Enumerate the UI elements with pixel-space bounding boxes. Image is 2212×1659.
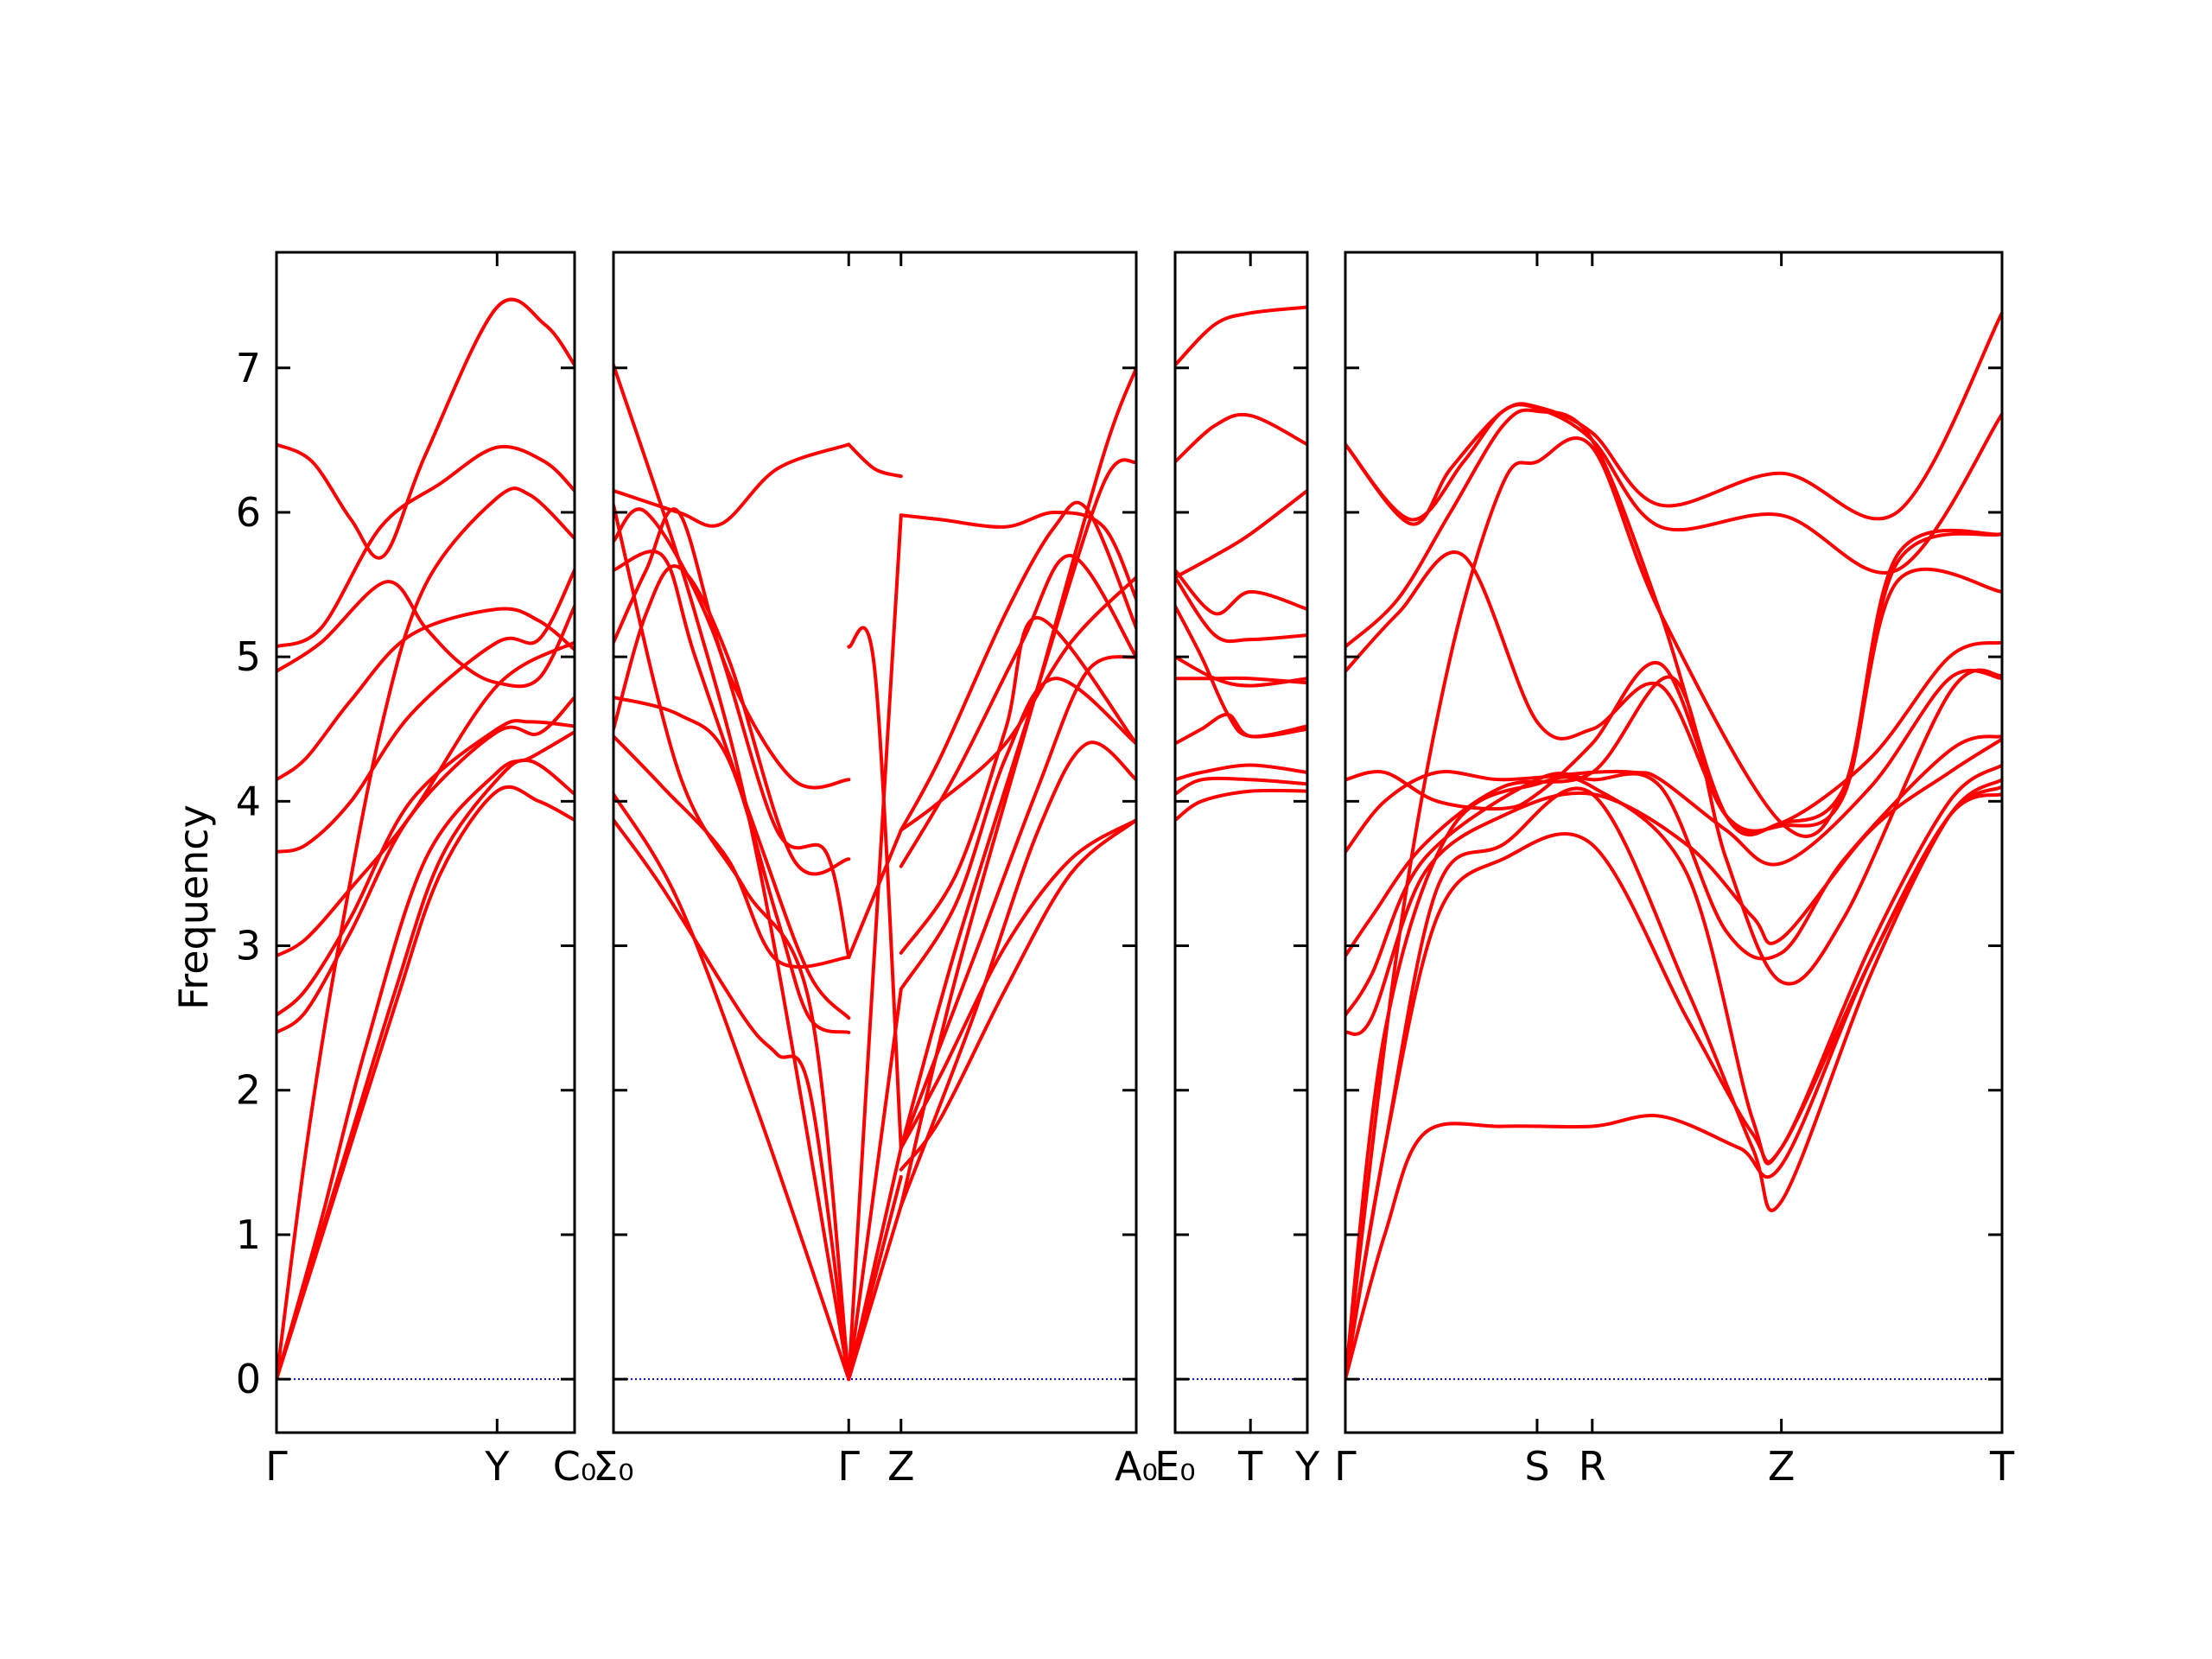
x-tick-label: Y: [484, 1443, 510, 1490]
x-tick-label: Γ: [265, 1443, 288, 1490]
band-line: [847, 626, 903, 1150]
x-tick-label: E₀: [1154, 1443, 1196, 1490]
y-tick-label: 4: [236, 778, 261, 824]
y-tick-label: 2: [236, 1067, 261, 1114]
band-line: [1175, 788, 1307, 823]
band-line: [276, 486, 575, 1382]
band-line: [1175, 655, 1307, 688]
band-line: [276, 785, 575, 1382]
band-line: [847, 987, 903, 1382]
band-line: [613, 550, 851, 1020]
band-line: [1345, 640, 2002, 835]
band-line: [1175, 575, 1307, 644]
panel-frame: [1344, 251, 2004, 1434]
y-tick-labels: 0 1 2 3 4 5 6 7: [236, 345, 261, 1402]
band-line: [899, 500, 1136, 832]
bands: [1345, 311, 2002, 1382]
band-line: [1175, 488, 1307, 580]
band-line: [899, 741, 1136, 1208]
y-axis-title: Frequency: [170, 804, 217, 1010]
band-line: [276, 444, 575, 649]
band-line: [613, 734, 851, 969]
band-line: [613, 564, 851, 876]
y-tick-label: 1: [236, 1211, 261, 1258]
x-tick-label: C₀: [553, 1443, 597, 1490]
band-line: [276, 568, 575, 854]
x-tick-label: T: [1989, 1443, 2015, 1490]
band-line: [276, 719, 575, 1017]
band-line: [1175, 712, 1307, 746]
panel-frame: [612, 251, 1138, 1434]
band-line: [1345, 668, 2002, 867]
band-line: [276, 696, 575, 1034]
band-line: [899, 365, 1136, 1208]
band-line: [1175, 412, 1307, 464]
x-tick-label: Z: [887, 1443, 915, 1490]
band-line: [613, 792, 851, 1382]
y-tick-label: 6: [236, 489, 261, 536]
x-tick-label: S: [1524, 1443, 1549, 1490]
band-line: [1345, 778, 2002, 1382]
x-tick-label: A₀: [1115, 1443, 1158, 1490]
band-line: [1175, 568, 1307, 616]
x-tick-label: Z: [1768, 1443, 1796, 1490]
band-line: [847, 828, 903, 959]
band-line: [1175, 305, 1307, 367]
x-tick-label: Γ: [1334, 1443, 1357, 1490]
band-line: [847, 442, 903, 479]
band-line: [899, 677, 1136, 991]
y-tick-label: 5: [236, 633, 261, 680]
band-line: [1175, 604, 1307, 739]
bands: [1175, 305, 1307, 823]
band-line: [1175, 776, 1307, 796]
y-tick-label: 0: [236, 1356, 261, 1402]
band-line: [1345, 436, 2002, 1382]
band-line: [847, 1146, 903, 1382]
panel-2: Σ₀ Γ Z A₀: [593, 251, 1158, 1490]
band-line: [613, 507, 851, 959]
band-line: [899, 818, 1136, 1150]
band-line: [1345, 311, 2002, 526]
band-line: [276, 580, 575, 689]
band-line: [613, 507, 851, 790]
band-line: [276, 607, 575, 782]
panel-frame: [275, 251, 576, 1434]
band-line: [613, 363, 851, 1382]
x-tick-label: T: [1237, 1443, 1263, 1490]
bands: [613, 363, 1136, 1382]
band-line: [613, 696, 851, 1034]
panel-1: Γ Y C₀: [265, 251, 597, 1490]
x-tick-label: R: [1579, 1443, 1606, 1490]
band-line: [899, 575, 1136, 832]
y-tick-label: 7: [236, 345, 261, 391]
band-line: [1175, 763, 1307, 782]
x-tick-label: Σ₀: [593, 1443, 634, 1490]
band-line: [899, 554, 1136, 868]
band-line: [899, 818, 1136, 1172]
band-line: [1345, 403, 2002, 575]
band-line: [276, 730, 575, 1382]
band-line: [847, 513, 903, 1382]
band-line: [276, 297, 575, 560]
x-tick-label: Γ: [837, 1443, 860, 1490]
band-line: [1345, 763, 2002, 1382]
x-tick-label: Y: [1294, 1443, 1320, 1490]
band-line: [276, 640, 575, 958]
band-line: [1345, 737, 2002, 1036]
band-line: [613, 503, 851, 1382]
bands: [276, 297, 575, 1382]
y-tick-label: 3: [236, 923, 261, 969]
band-line: [899, 511, 1136, 601]
band-line: [613, 442, 851, 528]
band-line: [276, 758, 575, 1382]
band-line: [613, 818, 851, 1382]
band-line: [1345, 734, 2002, 1017]
panel-frame: [1173, 251, 1309, 1434]
band-line: [899, 616, 1136, 955]
panel-3: E₀ T Y: [1154, 251, 1320, 1490]
